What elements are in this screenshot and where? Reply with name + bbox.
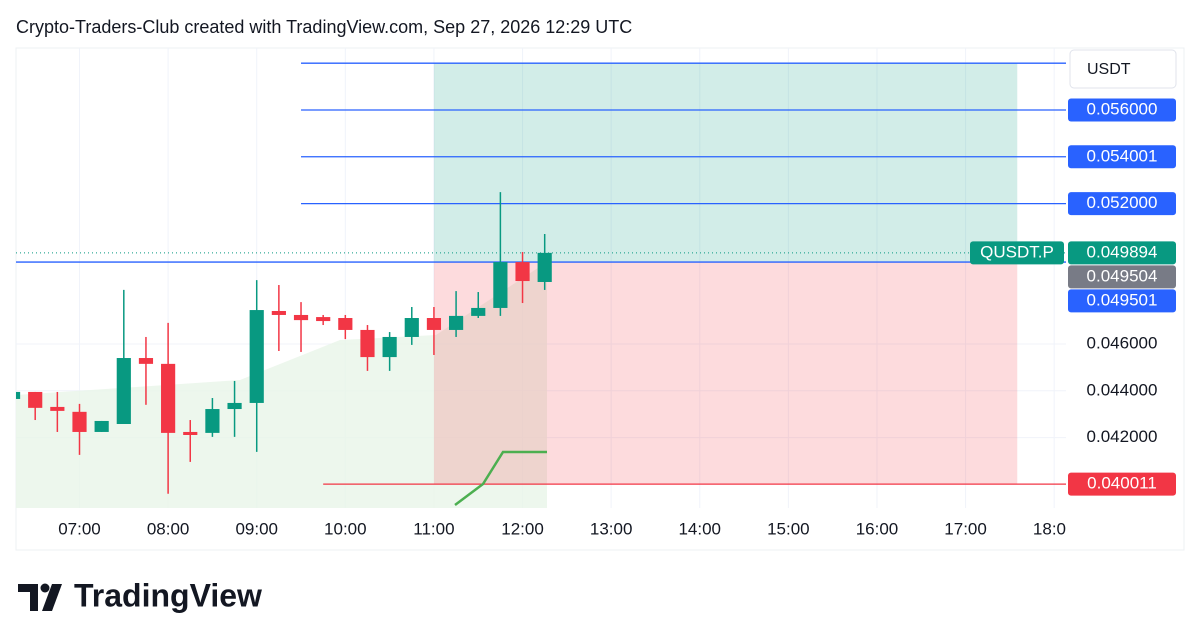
header: Crypto-Traders-Club created with Trading…	[16, 17, 632, 37]
candle-body	[249, 310, 264, 403]
level-label: 0.040011	[1087, 474, 1157, 493]
candle-body	[293, 314, 309, 321]
footer-logo: TradingView	[74, 577, 262, 613]
frame	[15, 47, 1185, 551]
candle-body	[138, 358, 154, 364]
axes: 07:00 08:00 09:00 10:00 11:00 12:00 13:00 14:00…	[58, 98, 1176, 538]
candle-body	[161, 363, 176, 433]
level-label-box	[1068, 472, 1176, 496]
logo: TradingView	[18, 577, 262, 613]
candle-body	[515, 262, 530, 282]
level-label-box	[1068, 98, 1176, 122]
candle-body	[28, 391, 43, 408]
loss-zone	[433, 262, 1018, 485]
y-tick-label: 0.042000	[1087, 427, 1158, 446]
currency: USDT	[1087, 61, 1131, 78]
candles	[16, 192, 552, 494]
indicator-line	[454, 450, 547, 506]
price-label-box	[1068, 265, 1176, 289]
candle-body	[205, 409, 220, 433]
level-label-box	[1068, 145, 1176, 169]
candle-body	[448, 315, 464, 330]
candle-body	[94, 420, 109, 432]
x-tick-label: 13:00	[590, 519, 633, 538]
level-label-box	[1068, 289, 1176, 313]
price-label: 0.049504	[1087, 266, 1158, 285]
level-label-box	[1068, 192, 1176, 216]
x-tick-label: 07:00	[58, 519, 101, 538]
currency-box	[1069, 49, 1177, 89]
level-label: 0.054001	[1087, 146, 1158, 165]
candle-body	[382, 336, 397, 358]
candle-body	[50, 406, 65, 411]
x-tick-label: 18:00	[1033, 519, 1076, 538]
candle-body	[360, 329, 375, 358]
candle-body	[338, 318, 353, 330]
position	[433, 63, 1018, 485]
x-tick-label: 08:00	[147, 519, 190, 538]
candle-body	[426, 318, 442, 330]
candle-body	[16, 391, 21, 399]
logo-mark	[42, 584, 62, 611]
y-tick-label: 0.046000	[1087, 333, 1158, 352]
candle-body	[72, 411, 87, 432]
symbol-label: QUSDT.P	[980, 242, 1054, 261]
price-label: 0.049894	[1087, 242, 1158, 261]
candle-body	[404, 318, 419, 337]
level-label: 0.049501	[1087, 290, 1158, 309]
candle-body	[316, 317, 331, 322]
x-tick-label: 09:00	[235, 519, 278, 538]
x-tick-label: 11:00	[413, 519, 454, 538]
x-tick-label: 16:00	[856, 519, 899, 538]
indicator-area	[16, 262, 547, 508]
candle-body	[471, 307, 486, 316]
logo-mark	[18, 584, 38, 611]
price-label-box	[1068, 241, 1176, 265]
candle-body	[183, 431, 198, 435]
plot	[16, 48, 1066, 508]
x-tick-label: 17:00	[944, 519, 987, 538]
level-label: 0.052000	[1087, 193, 1158, 212]
candle-body	[271, 310, 286, 315]
x-tick-label: 12:00	[501, 519, 544, 538]
candle-body	[227, 402, 242, 410]
symbol-box	[970, 241, 1064, 265]
logo-dot	[40, 583, 50, 593]
x-tick-label: 14:00	[678, 519, 721, 538]
candle-body	[537, 252, 552, 282]
candle-body	[116, 358, 131, 425]
profit-zone	[433, 63, 1018, 263]
y-tick-label: 0.044000	[1087, 380, 1158, 399]
level-label: 0.056000	[1087, 99, 1158, 118]
x-tick-label: 15:00	[767, 519, 810, 538]
x-tick-label: 10:00	[324, 519, 367, 538]
candle-body	[493, 262, 508, 308]
